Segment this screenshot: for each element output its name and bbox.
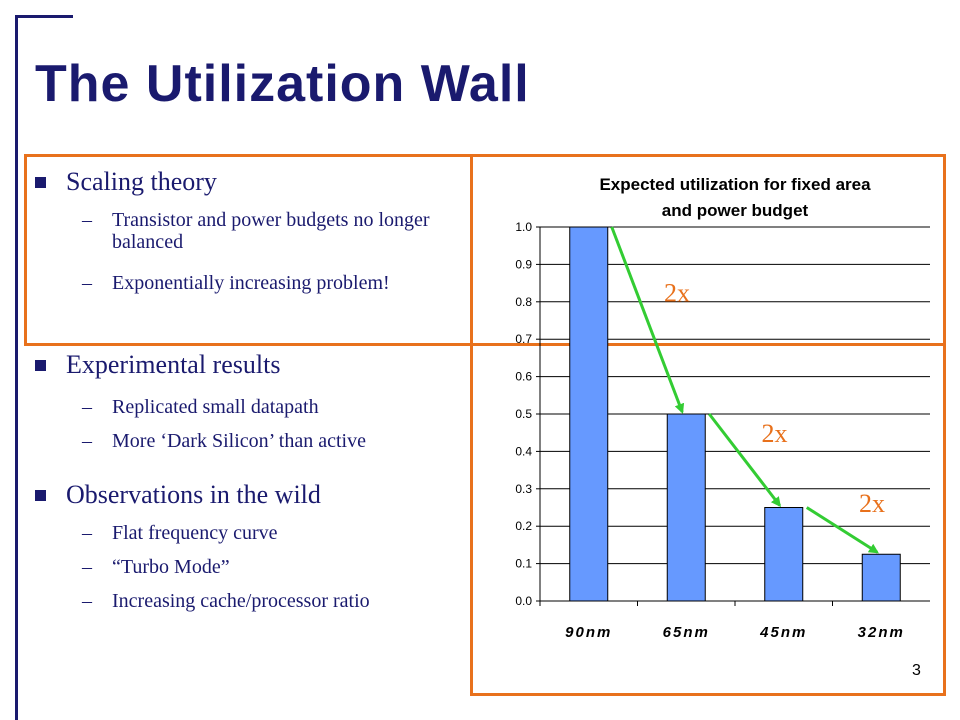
bullet-square-icon [35,489,46,501]
sub-item: – Increasing cache/processor ratio [82,590,472,612]
sub-item-text: Transistor and power budgets no longer b… [112,209,430,253]
y-tick-label: 0.2 [515,519,532,533]
slide-number: 3 [912,662,921,679]
bullet-label: Observations in the wild [66,480,321,509]
y-tick-label: 0.5 [515,407,532,421]
dash-marker: – [82,272,92,294]
sub-item: – More ‘Dark Silicon’ than active [82,430,472,452]
sub-item-text: “Turbo Mode” [112,556,230,578]
annotation-2x: 2x [762,419,788,448]
sub-item-text: More ‘Dark Silicon’ than active [112,430,366,452]
y-tick-label: 0.0 [515,594,532,608]
dash-marker: – [82,209,92,231]
dash-marker: – [82,396,92,418]
chart-title-line: and power budget [662,201,809,220]
bullet-item-scaling-theory: Scaling theory [35,167,217,197]
bar-32nm [861,553,901,602]
y-tick-label: 0.8 [515,295,532,309]
y-tick-label: 0.7 [515,332,532,346]
slide-frame-left [15,15,18,720]
x-tick-label: 45nm [759,624,807,641]
utilization-chart: Expected utilization for fixed area and p… [476,160,942,692]
sub-item: – Transistor and power budgets no longer … [82,209,472,253]
slide-title: The Utilization Wall [35,55,530,113]
annotation-2x: 2x [859,489,885,518]
sub-item-text: Exponentially increasing problem! [112,272,390,294]
sub-item: – Replicated small datapath [82,396,472,418]
y-tick-label: 1.0 [515,220,532,234]
sub-item-text: Replicated small datapath [112,396,319,418]
halving-arrow [708,413,781,508]
halving-arrow [805,506,879,554]
chart-svg: Expected utilization for fixed area and p… [515,175,930,641]
bar-65nm [666,413,706,602]
annotation-2x: 2x [664,279,690,308]
y-tick-label: 0.1 [515,557,532,571]
bullet-square-icon [35,176,46,188]
dash-marker: – [82,522,92,544]
sub-item-text: Flat frequency curve [112,522,278,544]
y-tick-label: 0.4 [515,444,532,458]
chart-title-line: Expected utilization for fixed area [599,175,871,194]
sub-item: – Flat frequency curve [82,522,472,544]
sub-item: – Exponentially increasing problem! [82,272,472,294]
x-tick-label: 65nm [663,624,710,641]
bullet-square-icon [35,359,46,371]
dash-marker: – [82,590,92,612]
x-tick-label: 90nm [565,624,612,641]
bullet-item-observations: Observations in the wild [35,480,321,510]
y-tick-label: 0.6 [515,370,532,384]
bullet-label: Scaling theory [66,167,217,196]
slide-frame-top [15,15,73,18]
dash-marker: – [82,430,92,452]
x-tick-label: 32nm [858,624,905,641]
bullet-item-experimental-results: Experimental results [35,350,280,380]
bar-90nm [569,226,609,602]
y-tick-label: 0.3 [515,482,532,496]
sub-item: – “Turbo Mode” [82,556,472,578]
dash-marker: – [82,556,92,578]
highlight-box-right [470,154,946,696]
bar-45nm [764,507,804,602]
halving-arrow [610,226,685,414]
sub-item-text: Increasing cache/processor ratio [112,590,370,612]
bullet-label: Experimental results [66,350,281,379]
y-tick-label: 0.9 [515,257,532,271]
